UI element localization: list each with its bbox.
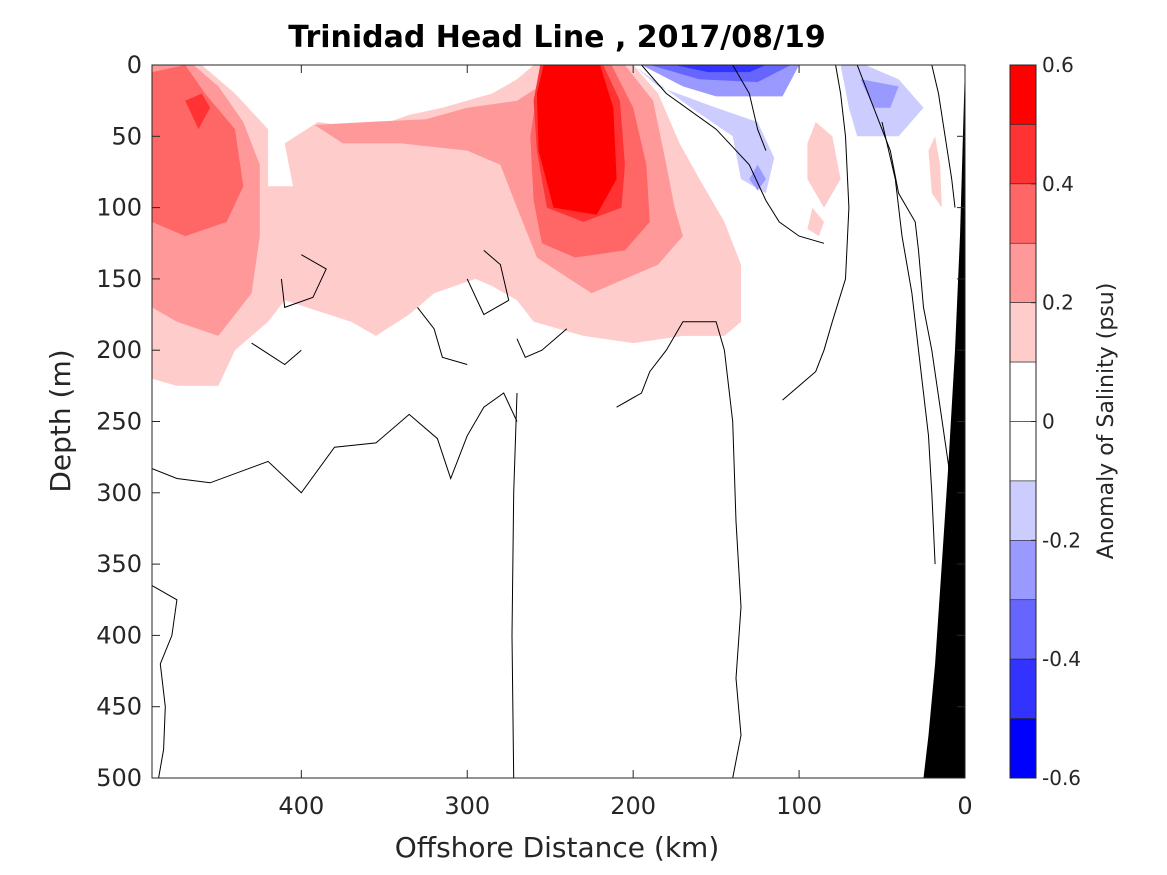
y-tick-label-350: 350 (96, 550, 142, 578)
y-tick-label-0: 0 (127, 51, 142, 79)
x-tick-label-400: 400 (278, 792, 324, 820)
x-tick-label-200: 200 (610, 792, 656, 820)
anomaly-region-15 (674, 65, 766, 73)
y-tick-label-150: 150 (96, 265, 142, 293)
anomaly-region-17 (749, 164, 766, 191)
colorbar-swatch-0 (1009, 64, 1037, 125)
colorbar-swatch-3 (1009, 242, 1037, 303)
colorbar-swatch-7 (1009, 480, 1037, 541)
contour-line-13 (516, 328, 568, 358)
x-tick-label-300: 300 (444, 792, 490, 820)
contour-line-10 (881, 121, 936, 565)
colorbar-tick-label-2: 0.2 (1042, 291, 1074, 315)
colorbar-swatch-1 (1009, 124, 1037, 185)
y-axis-label: Depth (m) (44, 349, 77, 492)
y-tick-label-300: 300 (96, 479, 142, 507)
axis-ticks: 400 300 200 100 0 0 50 100 150 200 250 300 350 400 450… (96, 51, 972, 820)
colorbar-tick-label-5: -0.4 (1042, 647, 1081, 671)
anomaly-region-16 (860, 79, 899, 108)
colorbar-swatch-6 (1009, 421, 1037, 482)
colorbar-swatch-9 (1009, 599, 1037, 660)
contour-line-4 (152, 585, 178, 778)
y-tick-label-250: 250 (96, 408, 142, 436)
anomaly-region-8 (807, 122, 841, 208)
y-tick-label-200: 200 (96, 336, 142, 364)
x-tick-label-100: 100 (776, 792, 822, 820)
colorbar-swatches (1009, 64, 1037, 779)
contour-line-6 (641, 65, 825, 244)
contour-line-11 (931, 65, 956, 208)
colorbar: 0.6 0.4 0.2 0 -0.2 -0.4 -0.6 (1009, 53, 1081, 790)
colorbar-swatch-2 (1009, 183, 1037, 244)
anomaly-region-6 (536, 65, 617, 215)
anomaly-region-9 (807, 207, 824, 237)
contour-line-7 (732, 65, 767, 151)
colorbar-ticks: 0.6 0.4 0.2 0 -0.2 -0.4 -0.6 (1031, 53, 1081, 790)
anomaly-region-11 (633, 65, 775, 194)
colorbar-swatch-11 (1009, 718, 1037, 779)
colorbar-tick-label-1: 0.4 (1042, 172, 1074, 196)
colorbar-tick-label-0: 0.6 (1042, 53, 1074, 77)
colorbar-tick-label-4: -0.2 (1042, 528, 1081, 552)
salinity-anomaly-fills (152, 65, 942, 386)
colorbar-swatch-5 (1009, 361, 1037, 422)
seafloor-shape (923, 65, 965, 778)
x-axis-label: Offshore Distance (km) (395, 831, 720, 864)
y-tick-label-450: 450 (96, 693, 142, 721)
contour-line-1 (511, 392, 518, 778)
anomaly-region-7 (185, 93, 211, 130)
y-tick-label-500: 500 (96, 764, 142, 792)
colorbar-swatch-8 (1009, 540, 1037, 601)
chart-title: Trinidad Head Line , 2017/08/19 (288, 20, 825, 55)
contour-line-14 (251, 342, 302, 366)
anomaly-region-3 (152, 65, 244, 237)
y-tick-label-50: 50 (111, 122, 142, 150)
y-tick-label-400: 400 (96, 621, 142, 649)
plot-area: 400 300 200 100 0 0 50 100 150 200 250 300 350 400 450… (96, 51, 972, 820)
contour-line-2 (417, 307, 468, 365)
seafloor-bathymetry (923, 65, 965, 778)
colorbar-swatch-10 (1009, 658, 1037, 719)
colorbar-tick-label-6: -0.6 (1042, 766, 1081, 790)
contour-line-12 (466, 250, 510, 316)
colorbar-label: Anomaly of Salinity (psu) (1094, 283, 1119, 560)
y-tick-label-100: 100 (96, 194, 142, 222)
colorbar-swatch-4 (1009, 302, 1037, 363)
contour-line-3 (280, 254, 327, 309)
contour-line-8 (782, 65, 850, 401)
contour-line-5 (616, 321, 742, 778)
contour-line-0 (152, 392, 518, 494)
x-tick-label-0: 0 (957, 792, 972, 820)
anomaly-region-10 (928, 136, 942, 208)
colorbar-tick-label-3: 0 (1042, 410, 1055, 434)
